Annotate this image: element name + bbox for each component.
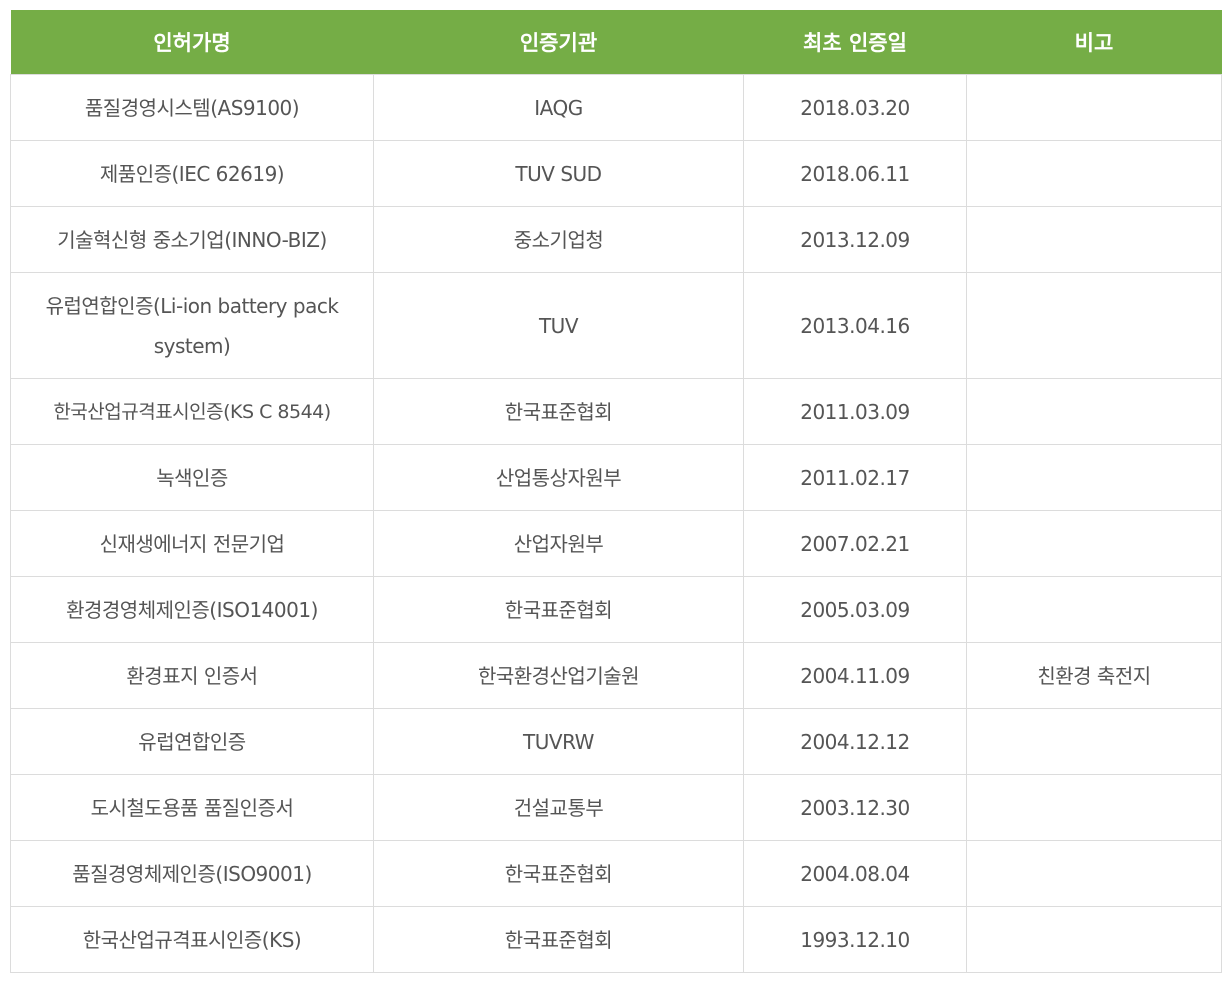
- cell-cert-name: 유럽연합인증(Li-ion battery pack system): [10, 272, 374, 379]
- table-row: 기술혁신형 중소기업(INNO-BIZ) 중소기업청 2013.12.09: [10, 206, 1222, 273]
- table-row: 한국산업규격표시인증(KS C 8544) 한국표준협회 2011.03.09: [10, 378, 1222, 445]
- cell-cert-name: 품질경영체제인증(ISO9001): [10, 840, 374, 907]
- cell-cert-agency: 중소기업청: [373, 206, 744, 273]
- table-row: 제품인증(IEC 62619) TUV SUD 2018.06.11: [10, 140, 1222, 207]
- table-body: 품질경영시스템(AS9100) IAQG 2018.03.20 제품인증(IEC…: [10, 74, 1222, 973]
- cell-note: [966, 444, 1222, 511]
- cell-cert-agency: 건설교통부: [373, 774, 744, 841]
- cell-cert-name: 한국산업규격표시인증(KS): [10, 906, 374, 973]
- cell-note: 친환경 축전지: [966, 642, 1222, 709]
- table-row: 품질경영체제인증(ISO9001) 한국표준협회 2004.08.04: [10, 840, 1222, 907]
- cell-cert-agency: TUV SUD: [373, 140, 744, 207]
- cell-note: [966, 576, 1222, 643]
- cell-cert-date: 2013.12.09: [743, 206, 967, 273]
- cell-note: [966, 206, 1222, 273]
- cell-cert-date: 2005.03.09: [743, 576, 967, 643]
- cell-note: [966, 272, 1222, 379]
- table-header: 인허가명 인증기관 최초 인증일 비고: [10, 10, 1222, 75]
- header-first-cert-date: 최초 인증일: [743, 10, 967, 75]
- table-row: 신재생에너지 전문기업 산업자원부 2007.02.21: [10, 510, 1222, 577]
- header-row: 인허가명 인증기관 최초 인증일 비고: [10, 10, 1222, 75]
- cell-cert-name: 환경표지 인증서: [10, 642, 374, 709]
- cell-cert-agency: TUV: [373, 272, 744, 379]
- cell-note: [966, 378, 1222, 445]
- table-row: 유럽연합인증(Li-ion battery pack system) TUV 2…: [10, 272, 1222, 379]
- table-row: 유럽연합인증 TUVRW 2004.12.12: [10, 708, 1222, 775]
- cell-cert-date: 2018.06.11: [743, 140, 967, 207]
- cell-cert-agency: 한국표준협회: [373, 906, 744, 973]
- cell-cert-date: 2003.12.30: [743, 774, 967, 841]
- cell-cert-name: 신재생에너지 전문기업: [10, 510, 374, 577]
- table-row: 품질경영시스템(AS9100) IAQG 2018.03.20: [10, 74, 1222, 141]
- cell-note: [966, 510, 1222, 577]
- cell-cert-name: 환경경영체제인증(ISO14001): [10, 576, 374, 643]
- cell-note: [966, 708, 1222, 775]
- cell-cert-date: 2004.12.12: [743, 708, 967, 775]
- cell-cert-agency: 한국환경산업기술원: [373, 642, 744, 709]
- cell-cert-date: 2007.02.21: [743, 510, 967, 577]
- cell-cert-agency: 한국표준협회: [373, 840, 744, 907]
- cell-cert-date: 1993.12.10: [743, 906, 967, 973]
- certification-table-wrapper: 인허가명 인증기관 최초 인증일 비고 품질경영시스템(AS9100) IAQG…: [10, 10, 1222, 973]
- cell-note: [966, 140, 1222, 207]
- cell-cert-agency: 한국표준협회: [373, 576, 744, 643]
- cell-note: [966, 774, 1222, 841]
- cell-cert-name: 한국산업규격표시인증(KS C 8544): [10, 378, 374, 445]
- header-note: 비고: [966, 10, 1222, 75]
- cell-cert-date: 2004.11.09: [743, 642, 967, 709]
- table-row: 환경경영체제인증(ISO14001) 한국표준협회 2005.03.09: [10, 576, 1222, 643]
- table-row: 한국산업규격표시인증(KS) 한국표준협회 1993.12.10: [10, 906, 1222, 973]
- header-cert-agency: 인증기관: [373, 10, 744, 75]
- cell-cert-date: 2013.04.16: [743, 272, 967, 379]
- certification-table: 인허가명 인증기관 최초 인증일 비고 품질경영시스템(AS9100) IAQG…: [10, 10, 1222, 973]
- cell-cert-name: 유럽연합인증: [10, 708, 374, 775]
- cell-cert-name: 녹색인증: [10, 444, 374, 511]
- table-row: 녹색인증 산업통상자원부 2011.02.17: [10, 444, 1222, 511]
- cell-cert-agency: IAQG: [373, 74, 744, 141]
- cell-cert-agency: TUVRW: [373, 708, 744, 775]
- cell-cert-agency: 한국표준협회: [373, 378, 744, 445]
- table-row: 환경표지 인증서 한국환경산업기술원 2004.11.09 친환경 축전지: [10, 642, 1222, 709]
- cell-note: [966, 906, 1222, 973]
- table-row: 도시철도용품 품질인증서 건설교통부 2003.12.30: [10, 774, 1222, 841]
- cell-note: [966, 74, 1222, 141]
- cell-cert-name: 품질경영시스템(AS9100): [10, 74, 374, 141]
- cell-cert-date: 2011.03.09: [743, 378, 967, 445]
- cell-note: [966, 840, 1222, 907]
- cell-cert-agency: 산업자원부: [373, 510, 744, 577]
- cell-cert-agency: 산업통상자원부: [373, 444, 744, 511]
- cell-cert-date: 2018.03.20: [743, 74, 967, 141]
- cell-cert-name: 제품인증(IEC 62619): [10, 140, 374, 207]
- cell-cert-name: 도시철도용품 품질인증서: [10, 774, 374, 841]
- cell-cert-date: 2004.08.04: [743, 840, 967, 907]
- cell-cert-name: 기술혁신형 중소기업(INNO-BIZ): [10, 206, 374, 273]
- header-cert-name: 인허가명: [10, 10, 374, 75]
- cell-cert-date: 2011.02.17: [743, 444, 967, 511]
